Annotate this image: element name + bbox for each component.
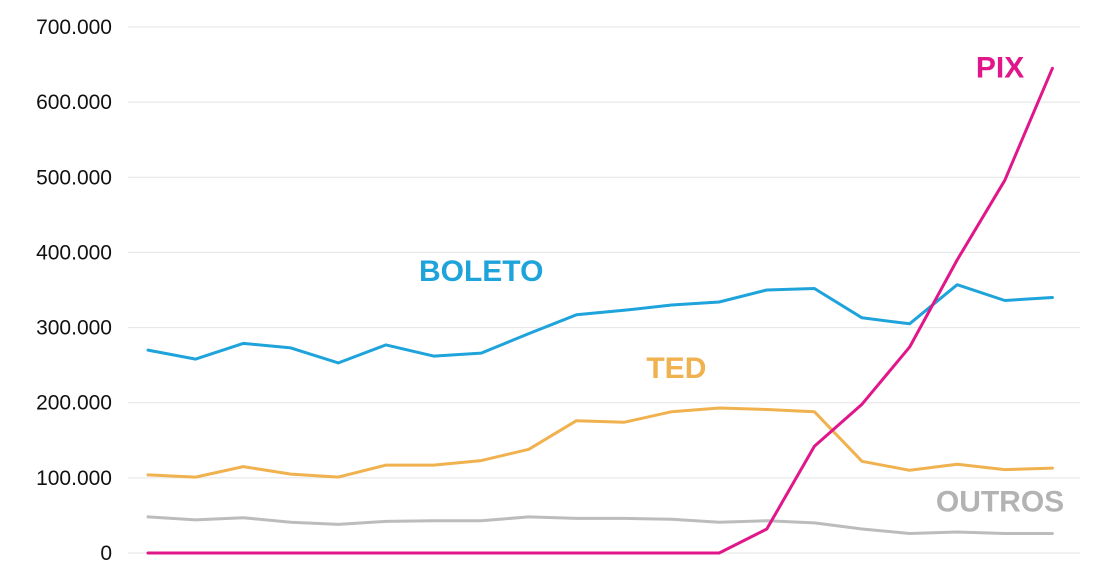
y-tick-label: 600.000 xyxy=(36,91,112,114)
series-line-outros xyxy=(146,515,1054,535)
series-lines xyxy=(146,66,1054,555)
series-label-pix: PIX xyxy=(976,51,1024,84)
y-tick-label: 500.000 xyxy=(36,166,112,189)
y-axis-tick-labels: 0 100.000 200.000 300.000 400.000 500.000 600.… xyxy=(36,16,112,565)
series-line-ted xyxy=(146,406,1054,479)
gridlines xyxy=(128,26,1080,554)
series-label-outros: OUTROS xyxy=(936,486,1064,519)
y-tick-label: 100.000 xyxy=(36,467,112,490)
y-tick-label: 0 xyxy=(100,542,112,565)
y-tick-label: 200.000 xyxy=(36,392,112,415)
series-labels: BOLETO TED OUTROS PIX xyxy=(419,51,1064,518)
series-label-ted: TED xyxy=(646,352,706,385)
y-tick-label: 700.000 xyxy=(36,16,112,39)
y-tick-label: 300.000 xyxy=(36,317,112,340)
series-label-boleto: BOLETO xyxy=(419,255,543,288)
series-line-pix xyxy=(146,66,1054,555)
y-tick-label: 400.000 xyxy=(36,241,112,264)
series-line-boleto xyxy=(146,283,1054,365)
